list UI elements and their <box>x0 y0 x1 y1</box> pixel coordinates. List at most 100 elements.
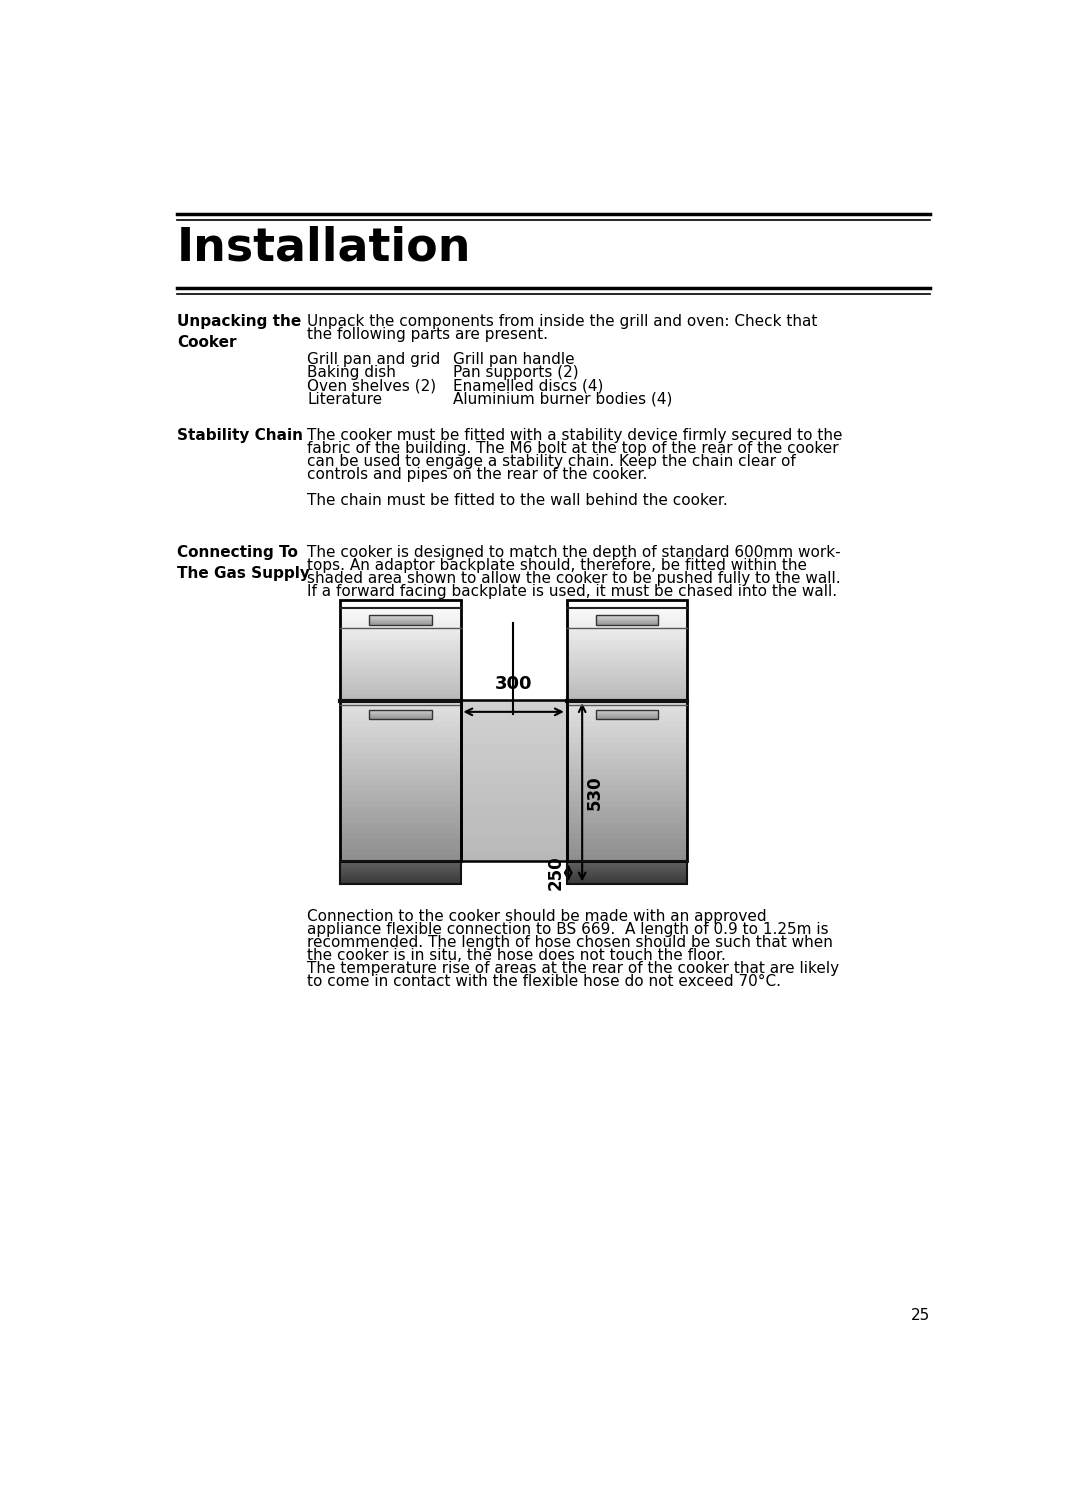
Bar <box>340 623 460 627</box>
Bar <box>460 748 567 754</box>
Bar <box>460 792 567 796</box>
Bar <box>460 700 567 861</box>
Bar <box>567 653 687 657</box>
Bar <box>340 683 460 688</box>
Bar <box>567 743 687 749</box>
Bar <box>340 641 460 644</box>
Bar <box>340 840 460 845</box>
Text: 300: 300 <box>495 674 532 692</box>
Bar <box>460 828 567 834</box>
Text: Aluminium burner bodies (4): Aluminium burner bodies (4) <box>453 391 672 406</box>
Bar <box>567 754 687 760</box>
Bar <box>567 813 687 819</box>
Bar <box>567 623 687 627</box>
Bar <box>340 861 460 884</box>
Bar <box>567 666 687 671</box>
Bar <box>340 712 460 716</box>
Bar <box>340 759 460 765</box>
Bar <box>340 771 460 775</box>
Bar <box>567 663 687 668</box>
Text: appliance flexible connection to BS 669.  A length of 0.9 to 1.25m is: appliance flexible connection to BS 669.… <box>307 922 828 937</box>
Bar <box>340 657 460 660</box>
Bar <box>567 722 687 727</box>
Bar <box>567 688 687 691</box>
Bar <box>460 716 567 722</box>
Bar <box>460 802 567 807</box>
Bar <box>340 786 460 792</box>
Bar <box>567 781 687 786</box>
Bar <box>340 754 460 760</box>
Bar <box>340 691 460 694</box>
Bar <box>460 823 567 830</box>
Bar <box>340 781 460 786</box>
Bar <box>567 606 687 610</box>
Bar <box>567 683 687 688</box>
Text: Connection to the cooker should be made with an approved: Connection to the cooker should be made … <box>307 910 767 923</box>
Bar <box>567 620 687 624</box>
Bar <box>340 674 460 677</box>
Bar <box>340 636 460 641</box>
Bar <box>567 660 687 663</box>
Bar <box>460 733 567 737</box>
Bar <box>340 823 460 830</box>
Bar <box>460 813 567 819</box>
Bar <box>340 653 460 657</box>
Bar <box>567 633 687 638</box>
Text: 25: 25 <box>910 1309 930 1324</box>
Bar <box>460 840 567 845</box>
Bar <box>460 700 567 706</box>
Bar <box>567 765 687 771</box>
Bar <box>567 748 687 754</box>
Text: The chain must be fitted to the wall behind the cooker.: The chain must be fitted to the wall beh… <box>307 493 728 508</box>
Bar <box>567 712 687 716</box>
Bar <box>567 861 687 884</box>
Bar <box>567 840 687 845</box>
Bar <box>340 748 460 754</box>
Bar <box>369 710 432 719</box>
Bar <box>567 694 687 698</box>
Bar <box>460 796 567 802</box>
Bar <box>567 817 687 823</box>
Bar <box>340 671 460 674</box>
Bar <box>340 650 460 654</box>
Bar <box>340 813 460 819</box>
Bar <box>460 765 567 771</box>
Bar <box>567 759 687 765</box>
Bar <box>340 697 460 701</box>
Bar <box>595 615 658 624</box>
Text: the cooker is in situ, the hose does not touch the floor.: the cooker is in situ, the hose does not… <box>307 949 726 963</box>
Bar <box>340 680 460 684</box>
Bar <box>567 603 687 607</box>
Text: Literature: Literature <box>307 391 382 406</box>
Bar <box>340 606 460 610</box>
Bar <box>460 710 567 716</box>
Bar <box>567 792 687 796</box>
Text: Unpack the components from inside the grill and oven: Check that: Unpack the components from inside the gr… <box>307 314 818 329</box>
Bar <box>460 754 567 760</box>
Bar <box>340 603 460 607</box>
Bar <box>340 807 460 813</box>
Bar <box>340 663 460 668</box>
Bar <box>340 688 460 691</box>
Bar <box>340 733 460 739</box>
Text: controls and pipes on the rear of the cooker.: controls and pipes on the rear of the co… <box>307 467 647 482</box>
Bar <box>340 834 460 840</box>
Bar <box>567 636 687 641</box>
Bar <box>567 802 687 808</box>
Bar <box>460 855 567 861</box>
Text: If a forward facing backplate is used, it must be chased into the wall.: If a forward facing backplate is used, i… <box>307 585 837 598</box>
Bar <box>340 845 460 851</box>
Bar <box>340 660 460 663</box>
Bar <box>595 710 658 719</box>
Bar <box>567 855 687 861</box>
Bar <box>460 706 567 712</box>
Bar <box>567 733 687 739</box>
Text: recommended. The length of hose chosen should be such that when: recommended. The length of hose chosen s… <box>307 935 833 950</box>
Bar <box>567 727 687 733</box>
Text: The cooker is designed to match the depth of standard 600mm work-: The cooker is designed to match the dept… <box>307 545 840 559</box>
Bar <box>567 845 687 851</box>
Bar <box>567 823 687 830</box>
Bar <box>460 834 567 840</box>
Text: Connecting To
The Gas Supply: Connecting To The Gas Supply <box>177 545 310 580</box>
Bar <box>340 616 460 621</box>
